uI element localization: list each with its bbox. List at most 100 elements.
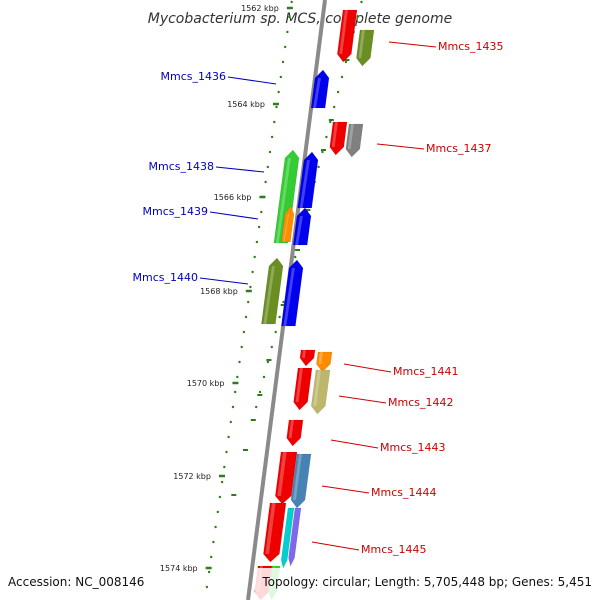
- scale-tick-label: 1572 kbp: [173, 472, 211, 481]
- track-dot: [290, 0, 293, 4]
- track-dot: [268, 150, 272, 154]
- leader-line: [330, 439, 379, 449]
- track-dot: [262, 375, 266, 379]
- gene-label-mmcs-1437[interactable]: Mmcs_1437: [426, 142, 491, 155]
- track-dot: [238, 360, 241, 364]
- track-dot: [264, 180, 267, 184]
- track-dot: [281, 60, 285, 64]
- label-leader-lines: [199, 41, 437, 551]
- track-dot: [205, 585, 209, 589]
- gene-feature-mmcs-1440-highlight: [263, 266, 275, 324]
- gene-feature-mmcs-1441-adjacent[interactable]: [316, 351, 333, 373]
- track-dot: [258, 390, 262, 394]
- track-dot: [225, 450, 228, 454]
- gene-label-mmcs-1440[interactable]: Mmcs_1440: [133, 271, 198, 284]
- leader-line: [311, 541, 360, 551]
- gene-feature-mmcs-1436[interactable]: [310, 69, 330, 109]
- leader-line: [321, 485, 370, 494]
- track-dot: [253, 255, 256, 259]
- gene-feature-mmcs-1442-highlight: [295, 368, 303, 402]
- track-dot: [266, 165, 269, 169]
- gene-label-mmcs-1443[interactable]: Mmcs_1443: [380, 441, 445, 454]
- track-dot: [333, 105, 336, 109]
- track-dot: [247, 300, 250, 304]
- scale-tick-label: 1566 kbp: [214, 193, 252, 202]
- leader-line: [388, 41, 437, 48]
- gene-feature-mmcs-1442[interactable]: [293, 367, 313, 411]
- gene-feature-mmcs-1440-adjacent-highlight: [283, 268, 295, 326]
- gene-feature-mmcs-1445[interactable]: [263, 502, 287, 563]
- track-dot: [242, 330, 246, 334]
- scale-tick-label: 1568 kbp: [200, 287, 238, 296]
- map-title: Mycobacterium sp. MCS, complete genome: [148, 11, 453, 27]
- gene-feature-mmcs-1440-adjacent[interactable]: [281, 259, 304, 327]
- gene-feature-mmcs-1437-adjacent[interactable]: [345, 123, 364, 158]
- track-dot: [279, 75, 282, 79]
- gene-feature-mmcs-1439-adjacent[interactable]: [292, 207, 312, 246]
- track-dot: [277, 90, 280, 94]
- footer-left-backdrop: [0, 568, 150, 600]
- gene-feature-mmcs-1444-highlight: [277, 452, 287, 496]
- track-dot: [236, 375, 239, 379]
- track-dot: [321, 150, 324, 154]
- track-dot: [282, 300, 285, 304]
- track-dot: [284, 45, 287, 49]
- gene-feature-mmcs-1441[interactable]: [299, 349, 316, 367]
- gene-label-mmcs-1436[interactable]: Mmcs_1436: [161, 70, 226, 83]
- leader-line: [227, 76, 277, 85]
- gene-feature-mmcs-1437[interactable]: [329, 121, 348, 156]
- track-dot: [255, 240, 259, 244]
- leader-line: [215, 166, 265, 173]
- gene-label-mmcs-1444[interactable]: Mmcs_1444: [371, 486, 436, 499]
- track-dot: [260, 210, 263, 214]
- track-dot: [244, 315, 248, 319]
- track-dot: [273, 120, 276, 124]
- track-dot: [356, 15, 359, 19]
- gene-feature-mmcs-1443[interactable]: [286, 419, 304, 447]
- gene-feature-mmcs-1435[interactable]: [337, 9, 358, 63]
- gene-label-mmcs-1438[interactable]: Mmcs_1438: [149, 160, 214, 173]
- gene-feature-mmcs-1440[interactable]: [261, 257, 284, 325]
- track-dot: [340, 75, 344, 79]
- gene-feature-mmcs-1442-adjacent[interactable]: [311, 369, 331, 415]
- gene-feature-mmcs-1437-adjacent-highlight: [347, 124, 354, 149]
- track-dot: [286, 30, 289, 34]
- gene-feature-mmcs-1439-highlight: [283, 214, 290, 242]
- gene-label-mmcs-1445[interactable]: Mmcs_1445: [361, 543, 426, 556]
- leader-line: [199, 277, 249, 285]
- scale-ticks: 1562 kbp 1564 kbp 1566 kbp 1568 kbp 1570 kbp…: [160, 4, 350, 573]
- gene-label-mmcs-1435[interactable]: Mmcs_1435: [438, 40, 503, 53]
- gene-feature-mmcs-1445-adjacent-highlight: [283, 508, 291, 560]
- gene-feature-mmcs-1439[interactable]: [281, 205, 295, 243]
- track-dot: [249, 285, 252, 289]
- track-dot: [212, 540, 215, 544]
- gene-feature-mmcs-1445-adjacent-2[interactable]: [288, 507, 302, 567]
- gene-label-mmcs-1439[interactable]: Mmcs_1439: [143, 205, 208, 218]
- track-dot: [275, 105, 278, 109]
- scale-tick-label: 1574 kbp: [160, 564, 198, 573]
- track-dot: [218, 495, 222, 499]
- track-dot: [220, 480, 224, 484]
- gene-feature-mmcs-1444[interactable]: [275, 451, 298, 505]
- gene-feature-mmcs-1444-adjacent[interactable]: [290, 453, 312, 509]
- gene-feature-mmcs-1438-adjacent[interactable]: [297, 151, 319, 209]
- track-dot: [257, 225, 261, 229]
- accession-text: Accession: NC_008146: [8, 575, 144, 589]
- track-dot: [210, 555, 213, 559]
- gene-label-mmcs-1442[interactable]: Mmcs_1442: [388, 396, 453, 409]
- gene-feature-mmcs-1445-adjacent[interactable]: [280, 507, 295, 569]
- scale-tick-label: 1570 kbp: [187, 379, 225, 388]
- track-dot: [255, 405, 258, 409]
- genome-summary-text: Topology: circular; Length: 5,705,448 bp…: [261, 575, 592, 589]
- gene-feature-mmcs-1442-adjacent-highlight: [313, 370, 321, 406]
- track-dot: [294, 255, 297, 259]
- gene-feature-mmcs-1435-adjacent[interactable]: [356, 29, 375, 67]
- track-dot: [288, 15, 291, 19]
- gene-feature-mmcs-1445-highlight: [265, 503, 276, 554]
- gene-feature-mmcs-1438[interactable]: [273, 149, 300, 244]
- track-dot: [240, 345, 243, 349]
- gene-label-mmcs-1441[interactable]: Mmcs_1441: [393, 365, 458, 378]
- track-dot: [223, 465, 226, 469]
- scale-tick-label: 1564 kbp: [227, 100, 265, 109]
- gene-labels: Mmcs_1435 Mmcs_1436 Mmcs_1437 Mmcs_1438 Mmcs…: [133, 40, 504, 556]
